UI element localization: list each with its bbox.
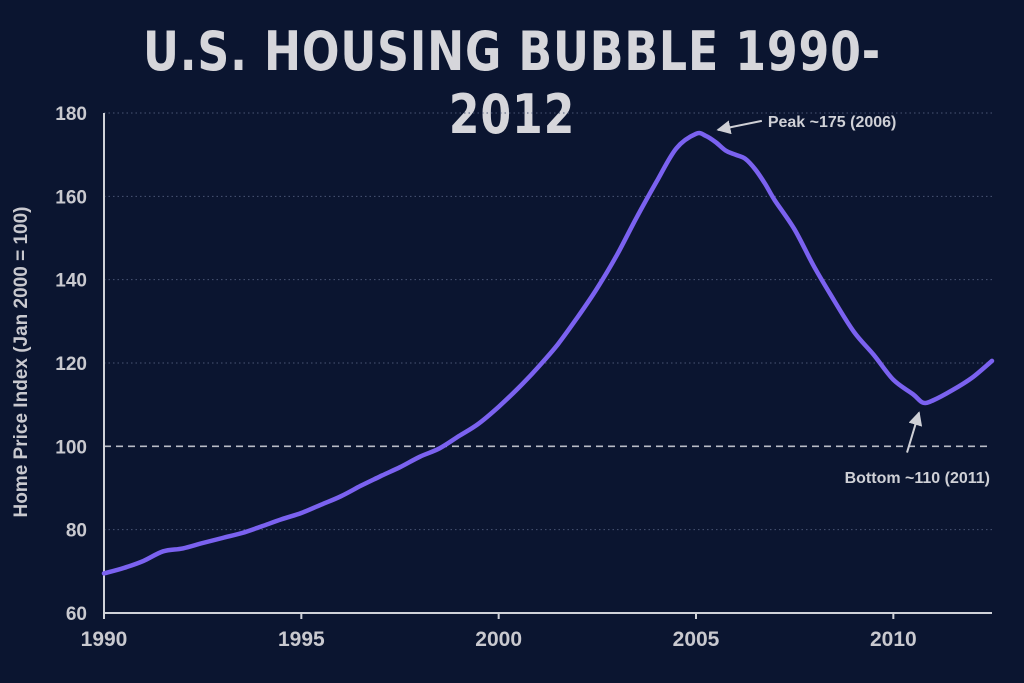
y-tick-label: 180 xyxy=(55,104,87,125)
y-tick-label: 100 xyxy=(55,437,87,458)
bottom-annotation-label: Bottom ~110 (2011) xyxy=(845,470,990,487)
y-tick-label: 160 xyxy=(55,187,87,208)
y-tick-label: 80 xyxy=(66,521,87,542)
x-tick-label: 2010 xyxy=(870,628,917,651)
bottom-annotation-arrow xyxy=(906,411,923,453)
chart-title: U.S. HOUSING BUBBLE 1990-2012 xyxy=(143,20,881,146)
y-tick-label: 60 xyxy=(66,604,87,625)
x-tick-label: 1990 xyxy=(81,628,128,651)
series-line xyxy=(101,130,995,576)
y-tick-label: 120 xyxy=(55,354,87,375)
x-tick-label: 2000 xyxy=(475,628,522,651)
x-tick-label: 1995 xyxy=(278,628,325,651)
peak-annotation-arrow xyxy=(716,119,763,135)
peak-annotation-label: Peak ~175 (2006) xyxy=(768,114,897,131)
x-tick-label: 2005 xyxy=(673,628,720,651)
y-tick-label: 140 xyxy=(55,271,87,292)
